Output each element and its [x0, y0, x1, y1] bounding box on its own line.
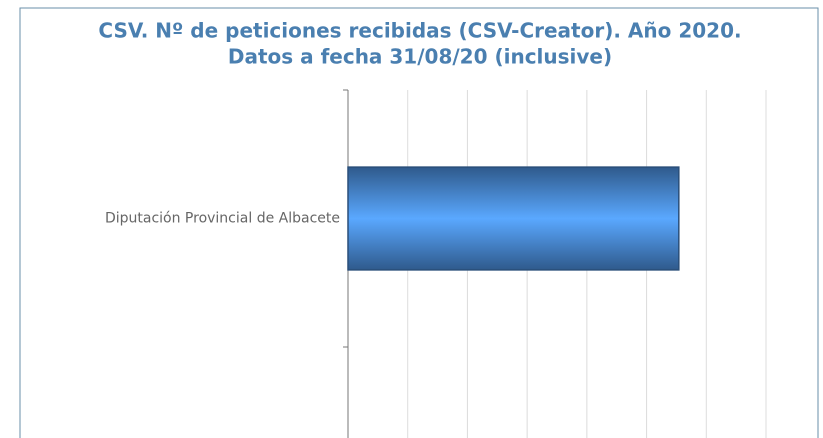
bar	[347, 166, 680, 271]
y-tick-label: Diputación Provincial de Albacete	[105, 211, 340, 227]
frame	[19, 7, 819, 438]
chart-title: Datos a fecha 31/08/20 (inclusive)	[228, 45, 612, 69]
chart-title: CSV. Nº de peticiones recibidas (CSV-Cre…	[98, 19, 741, 43]
